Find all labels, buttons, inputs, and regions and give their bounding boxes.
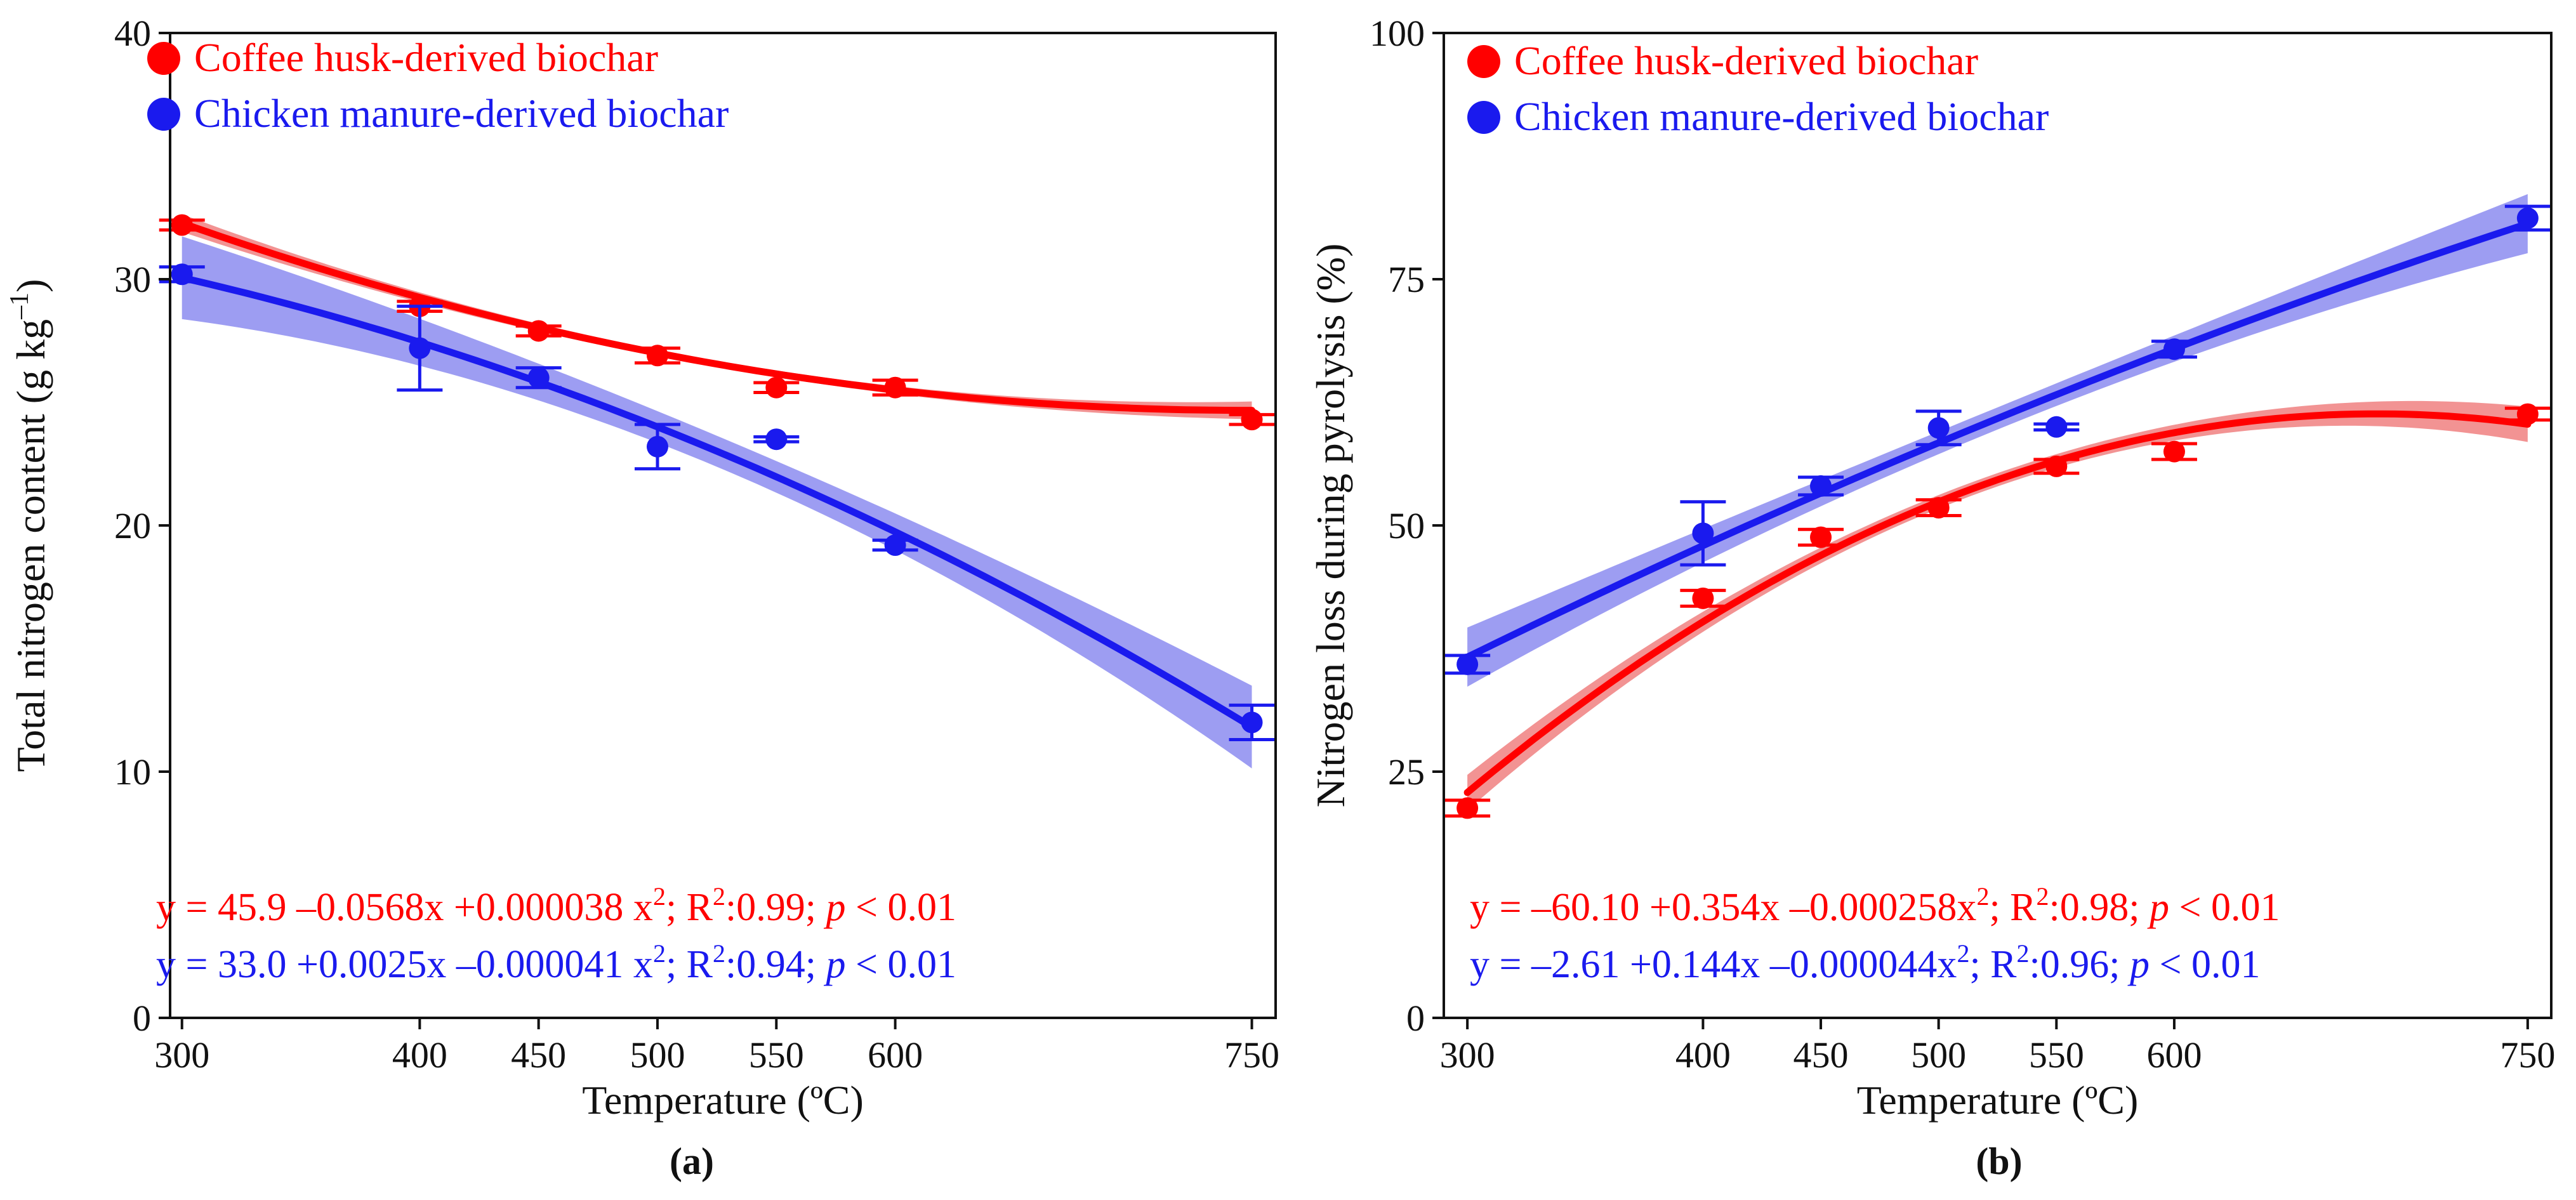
panel-b: 300 400 450 500 550 600 750 0 25 50 75 100 Temperatu… [1308, 13, 2555, 1182]
confidence-band-chicken [1467, 194, 2528, 687]
plot-frame [1443, 32, 2553, 1019]
data-point-coffee [646, 345, 668, 367]
data-point-chicken [1241, 711, 1263, 734]
y-tick-label: 20 [114, 505, 151, 546]
x-axis-title: Temperature (ºC) [582, 1078, 864, 1123]
panel-label: (a) [670, 1140, 714, 1182]
y-axis-title: Nitrogen loss during pyrolysis (%) [1308, 244, 1353, 808]
data-point-chicken [884, 534, 906, 557]
data-point-coffee [1692, 587, 1714, 609]
x-tick-label: 750 [1224, 1034, 1279, 1076]
x-tick-label: 400 [1675, 1034, 1731, 1076]
data-point-chicken [527, 367, 550, 389]
data-point-chicken [171, 263, 193, 286]
x-tick-label: 400 [392, 1034, 447, 1076]
confidence-band-chicken [182, 236, 1252, 768]
data-point-chicken [1692, 522, 1714, 544]
x-tick-label: 450 [1793, 1034, 1849, 1076]
equation-coffee: y = –60.10 +0.354x –0.000258x2; R2:0.98;… [1470, 882, 2280, 929]
data-point-coffee [2516, 403, 2539, 425]
y-tick-label: 10 [114, 751, 151, 793]
data-point-chicken [1810, 475, 1832, 497]
panel-a: 300 400 450 500 550 600 750 0 10 20 30 40 Temperatur… [5, 13, 1279, 1182]
x-tick-label: 600 [868, 1034, 923, 1076]
legend-marker-coffee [147, 42, 180, 75]
y-tick-label: 30 [114, 259, 151, 300]
legend-label-chicken: Chicken manure-derived biochar [194, 91, 729, 136]
x-tick-label: 750 [2500, 1034, 2555, 1076]
data-point-coffee [884, 376, 906, 399]
data-point-coffee [1241, 409, 1263, 431]
equation-chicken: y = 33.0 +0.0025x –0.000041 x2; R2:0.94;… [156, 939, 956, 986]
y-tick-label: 0 [1406, 998, 1425, 1039]
x-tick-label: 300 [1440, 1034, 1495, 1076]
equation-chicken: y = –2.61 +0.144x –0.000044x2; R2:0.96; … [1470, 939, 2260, 986]
data-point-coffee [1810, 526, 1832, 548]
legend-marker-chicken [147, 98, 180, 131]
confidence-band-coffee [1467, 400, 2528, 810]
fit-curve-coffee [1463, 410, 2532, 796]
fit-curve-chicken [1463, 220, 2532, 661]
x-tick-label: 300 [154, 1034, 209, 1076]
y-tick-label: 100 [1370, 13, 1425, 54]
equation-coffee: y = 45.9 –0.0568x +0.000038 x2; R2:0.99;… [156, 882, 956, 929]
legend-label-coffee: Coffee husk-derived biochar [1514, 38, 1978, 83]
data-point-coffee [2045, 455, 2068, 477]
legend-marker-chicken [1467, 101, 1500, 134]
x-tick-label: 550 [749, 1034, 804, 1076]
legend-label-coffee: Coffee husk-derived biochar [194, 35, 658, 80]
data-point-coffee [2163, 440, 2185, 463]
y-tick-label: 40 [114, 13, 151, 54]
fit-curve-chicken [178, 274, 1255, 731]
legend-marker-coffee [1467, 45, 1500, 78]
data-point-chicken [409, 337, 431, 359]
x-tick-label: 600 [2146, 1034, 2202, 1076]
data-point-coffee [1927, 497, 1950, 519]
y-tick-label: 50 [1388, 505, 1425, 546]
data-point-chicken [2163, 338, 2185, 360]
x-tick-label: 500 [630, 1034, 685, 1076]
panel-label: (b) [1976, 1140, 2022, 1182]
data-point-coffee [1456, 797, 1479, 819]
data-point-coffee [765, 376, 788, 399]
legend-label-chicken: Chicken manure-derived biochar [1514, 94, 2049, 139]
data-point-coffee [527, 320, 550, 342]
x-tick-label: 450 [511, 1034, 566, 1076]
y-tick-label: 25 [1388, 751, 1425, 793]
data-point-chicken [646, 435, 668, 458]
x-tick-label: 500 [1911, 1034, 1966, 1076]
data-point-chicken [765, 428, 788, 451]
x-tick-label: 550 [2029, 1034, 2084, 1076]
x-axis-title: Temperature (ºC) [1857, 1078, 2139, 1123]
y-tick-label: 75 [1388, 259, 1425, 300]
data-point-chicken [2516, 207, 2539, 229]
y-tick-label: 0 [133, 998, 151, 1039]
data-point-chicken [1927, 417, 1950, 439]
data-point-chicken [1456, 653, 1479, 675]
plot-frame [169, 32, 1277, 1019]
fit-curve-coffee [178, 220, 1255, 414]
data-point-coffee [171, 214, 193, 236]
y-axis-title: Total nitrogen content (g kg–1) [5, 279, 53, 772]
data-point-chicken [2045, 416, 2068, 438]
